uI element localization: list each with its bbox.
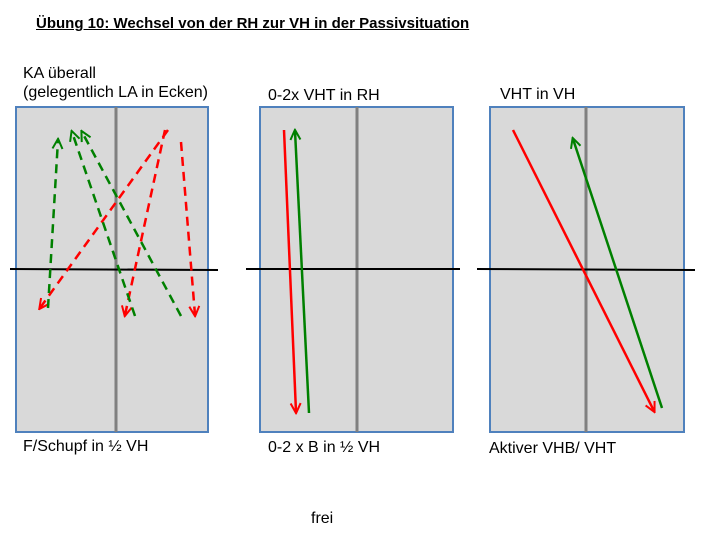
panel-1-bottom-label: F/Schupf in ½ VH <box>23 438 149 455</box>
panel-2-top-label: 0-2x VHT in RH <box>268 87 380 104</box>
panel-1 <box>9 106 219 433</box>
panel-1-red-arrow-2 <box>125 129 167 315</box>
panel-1-top-label-line-2: (gelegentlich LA in Ecken) <box>23 84 208 101</box>
panel-1-top-label-line-1: KA überall <box>23 65 96 82</box>
panel-2 <box>246 106 460 433</box>
panel-1-top-label: KA überall (gelegentlich LA in Ecken) <box>23 64 208 102</box>
panel-1-net-line <box>9 268 219 271</box>
panel-2-bottom-label: 0-2 x B in ½ VH <box>268 439 381 456</box>
panel-3-red-arrow <box>511 129 654 411</box>
panel-1-red-arrow-1 <box>40 129 170 308</box>
footer-label: frei <box>311 510 334 527</box>
panel-2-green-arrow <box>295 131 311 414</box>
panel-3-net-line <box>476 268 696 271</box>
panel-3-bottom-label: Aktiver VHB/ VHT <box>489 440 617 457</box>
panel-3-green-arrow <box>573 139 664 409</box>
panel-1-green-arrow-3 <box>82 132 183 317</box>
panel-1-green-arrow-2 <box>72 132 137 317</box>
panel-1-green-arrow-1 <box>46 140 58 309</box>
panel-2-red-arrow <box>282 129 296 412</box>
panel-3 <box>476 106 696 433</box>
panel-3-top-label: VHT in VH <box>500 86 576 103</box>
exercise-title: Übung 10: Wechsel von der RH zur VH in d… <box>36 15 470 32</box>
